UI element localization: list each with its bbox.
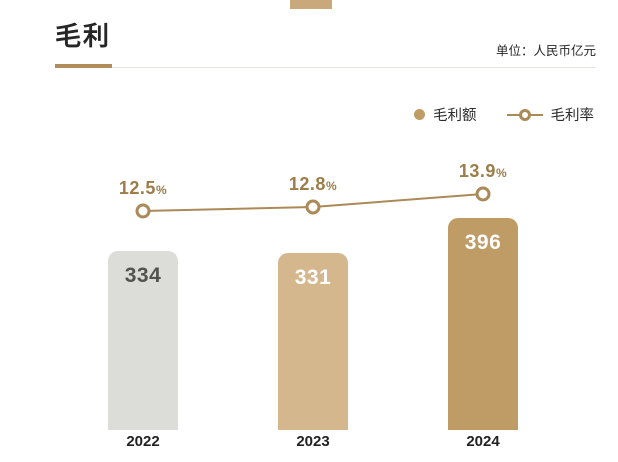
line-series-marker-icon <box>506 108 543 122</box>
legend-bar-label: 毛利额 <box>433 108 477 124</box>
unit-label: 单位：人民币亿元 <box>495 44 596 58</box>
bar-value-label: 334 <box>124 264 162 287</box>
legend-line-label: 毛利率 <box>550 108 595 124</box>
bar-series-dot-icon <box>414 109 425 120</box>
title-underline-accent <box>55 64 112 68</box>
x-axis-label: 2022 <box>126 433 160 450</box>
header-divider <box>55 67 596 68</box>
x-axis-label: 2024 <box>466 433 500 450</box>
x-axis-label: 2023 <box>296 433 330 450</box>
rate-value-label: 12.5% <box>118 178 168 198</box>
top-decoration-tab <box>290 0 332 9</box>
legend-item-line: 毛利率 <box>506 104 595 125</box>
legend-item-bar: 毛利额 <box>414 104 477 125</box>
bar-2023: 331 <box>278 253 348 430</box>
legend: 毛利额 毛利率 <box>414 104 594 125</box>
rate-value-label: 13.9% <box>458 161 508 181</box>
bar-2022: 334 <box>108 251 178 430</box>
page-title: 毛利 <box>55 21 112 51</box>
bar-value-label: 396 <box>464 231 502 254</box>
bar-2024: 396 <box>448 218 518 430</box>
bar-value-label: 331 <box>294 266 332 289</box>
rate-value-label: 12.8% <box>288 174 338 194</box>
